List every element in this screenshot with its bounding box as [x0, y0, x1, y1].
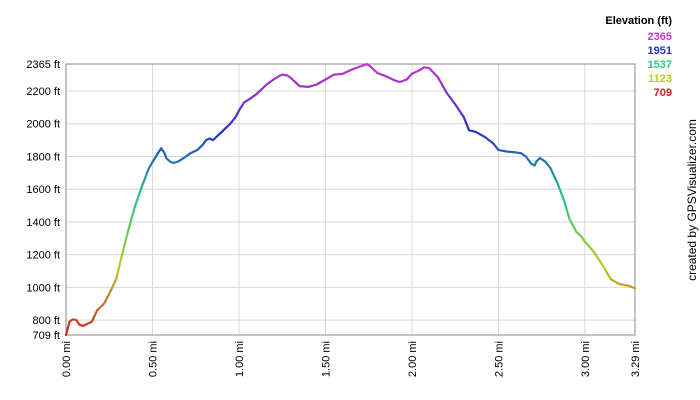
y-tick-label: 1200 ft [26, 250, 60, 262]
y-tick-label: 1600 ft [26, 184, 60, 196]
y-tick-label: 1000 ft [26, 282, 60, 294]
x-tick-label: 3.29 mi [630, 341, 642, 377]
legend-entry: 1123 [648, 73, 672, 85]
legend-entry: 1951 [648, 45, 672, 57]
y-axis: 709 ft 800 ft 1000 ft 1200 ft 1400 ft 1600 ft… [26, 59, 60, 342]
y-tick-label: 2200 ft [26, 86, 60, 98]
legend-entry: 1537 [648, 59, 672, 71]
elevation-line [64, 62, 637, 337]
legend-title: Elevation (ft) [605, 15, 672, 27]
x-axis: 0.00 mi 0.50 mi 1.00 mi 1.50 mi 2.00 mi 2.50 … [61, 341, 642, 377]
y-tick-label: 1800 ft [26, 151, 60, 163]
y-tick-label: 2000 ft [26, 119, 60, 131]
legend-entry: 709 [654, 87, 672, 99]
x-tick-label: 0.00 mi [61, 341, 73, 377]
y-tick-label: 1400 ft [26, 217, 60, 229]
legend: Elevation (ft) 2365 1951 1537 1123 709 [605, 15, 672, 99]
y-tick-label: 709 ft [32, 330, 60, 342]
credit-text: created by GPSVisualizer.com [685, 119, 699, 281]
y-tick-label: 800 ft [32, 315, 60, 327]
x-tick-label: 0.50 mi [147, 341, 159, 377]
x-tick-label: 1.00 mi [234, 341, 246, 377]
x-tick-label: 2.50 mi [493, 341, 505, 377]
x-tick-label: 3.00 mi [580, 341, 592, 377]
y-tick-label: 2365 ft [26, 59, 60, 71]
plot-area [65, 63, 636, 336]
legend-entry: 2365 [648, 31, 672, 43]
grid-lines [65, 63, 636, 336]
x-tick-label: 1.50 mi [320, 341, 332, 377]
x-tick-label: 2.00 mi [407, 341, 419, 377]
